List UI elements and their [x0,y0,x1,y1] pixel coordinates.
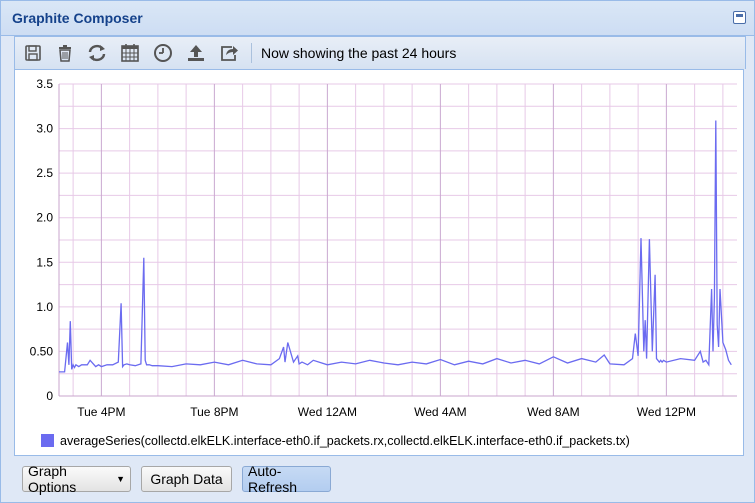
calendar-icon[interactable] [118,41,142,65]
window-title: Graphite Composer [12,10,143,26]
graph-options-label: Graph Options [28,463,77,495]
time-range-status: Now showing the past 24 hours [261,45,457,61]
graph-data-button[interactable]: Graph Data [141,466,232,492]
graph-options-button[interactable]: Graph Options ▼ [22,463,131,495]
y-tick-label: 0 [46,389,53,403]
x-tick-label: Wed 12AM [298,405,357,419]
y-tick-label: 1.5 [36,255,53,269]
share-icon[interactable] [217,41,241,65]
x-tick-label: Wed 4AM [414,405,466,419]
x-tick-label: Tue 4PM [77,405,125,419]
auto-refresh-button[interactable]: Auto-Refresh [242,463,331,495]
dropdown-arrow-icon: ▼ [116,474,125,484]
save-icon[interactable] [21,41,45,65]
upload-icon[interactable] [184,41,208,65]
x-tick-label: Wed 12PM [637,405,696,419]
refresh-icon[interactable] [85,41,109,65]
y-tick-label: 3.5 [36,77,53,91]
legend-swatch [41,434,54,447]
line-chart: 0 0.50 1.0 1.5 2.0 2.5 3.0 3.5 Tue 4PM Tue 8PM Wed… [30,77,737,448]
graph-panel: 0 0.50 1.0 1.5 2.0 2.5 3.0 3.5 Tue 4PM Tue 8PM Wed… [14,69,744,456]
legend-label: averageSeries(collectd.elkELK.interface-… [60,434,630,448]
x-tick-label: Tue 8PM [190,405,238,419]
clock-icon[interactable] [151,41,175,65]
toolbar-separator [251,43,252,63]
y-tick-label: 1.0 [36,300,53,314]
minimize-icon[interactable] [733,11,746,24]
delete-icon[interactable] [53,41,77,65]
y-tick-label: 2.0 [36,211,53,225]
series-line [59,120,732,373]
graph-toolbar: Now showing the past 24 hours [14,36,746,69]
auto-refresh-label: Auto-Refresh [248,463,298,495]
x-tick-label: Wed 8AM [527,405,579,419]
graph-data-label: Graph Data [150,471,223,487]
y-tick-label: 3.0 [36,122,53,136]
y-tick-label: 2.5 [36,166,53,180]
title-bar: Graphite Composer [1,1,754,36]
y-tick-label: 0.50 [30,344,54,358]
